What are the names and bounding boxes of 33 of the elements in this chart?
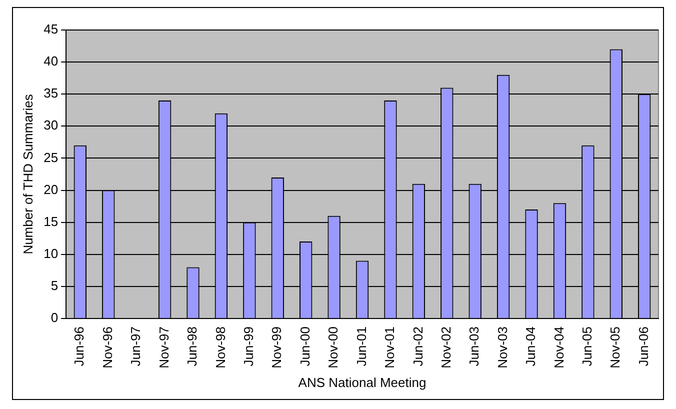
x-tick-label: Jun-00: [297, 326, 312, 366]
x-tick-label: Nov-99: [269, 326, 284, 368]
x-tick-label: Jun-04: [523, 326, 538, 366]
y-tick-label: 5: [50, 278, 58, 294]
x-tick-label: Nov-05: [608, 326, 623, 368]
x-tick-label: Nov-04: [551, 326, 566, 368]
y-tick-label: 0: [50, 310, 58, 326]
x-tick-label: Jun-97: [128, 326, 144, 366]
y-tick-label: 40: [44, 54, 58, 69]
x-tick-label: Jun-96: [72, 326, 87, 366]
y-axis-title: Number of THD Summaries: [20, 94, 36, 254]
x-tick-label: Jun-01: [354, 326, 369, 366]
y-tick-label: 35: [44, 86, 58, 101]
y-tick-label: 10: [44, 246, 58, 261]
x-tick-label: Jun-98: [184, 326, 200, 366]
y-tick-label: 15: [44, 214, 58, 229]
x-tick-label: Nov-97: [156, 326, 172, 368]
y-tick-label: 20: [44, 182, 58, 197]
x-axis-title: ANS National Meeting: [298, 374, 426, 390]
x-tick-label: Nov-98: [212, 326, 228, 368]
x-tick-label: Nov-02: [438, 326, 454, 368]
y-tick-label: 45: [44, 22, 58, 37]
x-tick-label: Jun-05: [580, 326, 595, 366]
y-tick-label: 30: [44, 118, 58, 133]
x-tick-label: Nov-00: [326, 326, 341, 368]
x-tick-label: Jun-02: [410, 326, 426, 366]
y-tick-label: 25: [44, 150, 58, 165]
x-tick-label: Jun-06: [636, 326, 651, 366]
x-tick-label: Nov-01: [382, 326, 398, 368]
x-tick-label: Nov-96: [100, 326, 115, 368]
x-tick-label: Nov-03: [494, 326, 510, 368]
x-tick-label: Jun-99: [241, 326, 256, 366]
x-tick-label: Jun-03: [466, 326, 482, 366]
